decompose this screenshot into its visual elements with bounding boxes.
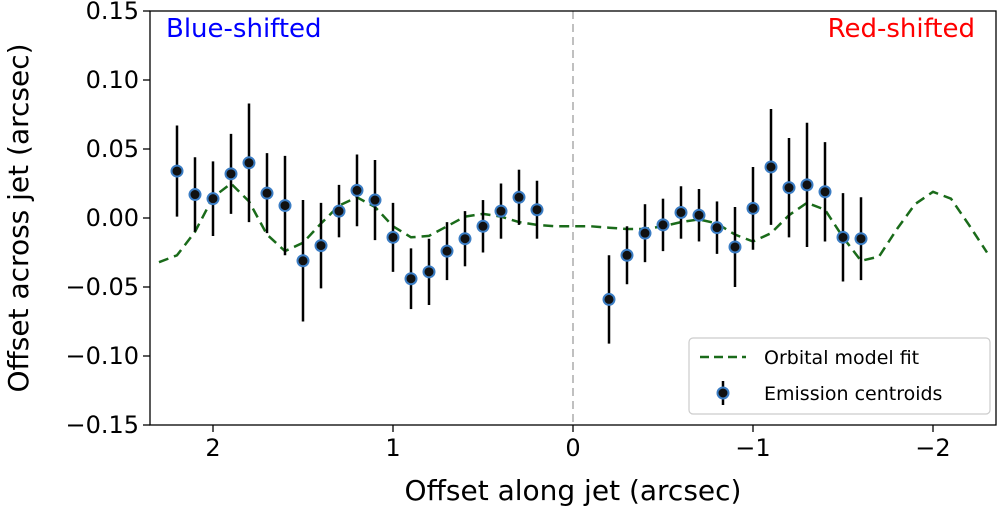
centroid-point-7	[296, 254, 310, 268]
centroid-point-14	[422, 265, 436, 279]
red-shifted-label: Red-shifted	[828, 14, 975, 44]
centroid-point-3	[224, 167, 238, 181]
y-tick-label-2: 0.05	[86, 135, 139, 163]
centroid-point-13	[404, 272, 418, 286]
centroid-point-9	[332, 204, 346, 218]
centroid-point-12	[386, 230, 400, 244]
legend-model-label: Orbital model fit	[764, 347, 919, 369]
centroid-point-4	[242, 156, 256, 170]
x-axis-label: Offset along jet (arcsec)	[405, 474, 742, 507]
centroid-point-26	[692, 208, 706, 222]
y-tick-label-3: 0.00	[86, 204, 139, 232]
y-axis-label: Offset across jet (arcsec)	[2, 43, 35, 392]
centroid-point-0	[170, 164, 184, 178]
centroid-point-5	[260, 186, 274, 200]
legend-box	[688, 337, 991, 415]
centroid-point-11	[368, 193, 382, 207]
legend-centroid-marker	[716, 386, 730, 400]
centroid-point-8	[314, 239, 328, 253]
centroid-point-33	[818, 185, 832, 199]
y-tick-label-1: 0.10	[86, 66, 139, 94]
centroid-point-22	[620, 248, 634, 262]
y-tick-label-6: −0.15	[65, 411, 139, 439]
centroid-point-35	[854, 232, 868, 246]
centroid-point-34	[836, 230, 850, 244]
centroid-point-16	[458, 232, 472, 246]
x-tick-label-4: −2	[915, 434, 950, 462]
y-tick-label-0: 0.15	[86, 0, 139, 25]
orbital-model-fit-line	[158, 182, 989, 264]
centroid-point-25	[674, 205, 688, 219]
centroid-point-29	[746, 201, 760, 215]
centroid-point-21	[602, 292, 616, 306]
x-tick-label-2: 0	[565, 434, 580, 462]
centroid-point-31	[782, 181, 796, 195]
centroid-point-10	[350, 183, 364, 197]
legend-centroid-label: Emission centroids	[764, 383, 942, 405]
blue-shifted-label: Blue-shifted	[166, 14, 322, 44]
legend: Orbital model fit Emission centroids	[688, 337, 991, 415]
centroid-point-15	[440, 244, 454, 258]
centroid-point-23	[638, 226, 652, 240]
y-tick-label-5: −0.10	[65, 342, 139, 370]
centroid-point-28	[728, 240, 742, 254]
centroid-point-32	[800, 178, 814, 192]
centroid-point-30	[764, 160, 778, 174]
x-tick-label-1: 1	[385, 434, 400, 462]
y-tick-label-4: −0.05	[65, 273, 139, 301]
centroid-point-1	[188, 188, 202, 202]
centroid-point-6	[278, 199, 292, 213]
centroid-point-20	[530, 203, 544, 217]
x-tick-label-3: −1	[735, 434, 770, 462]
centroid-point-24	[656, 218, 670, 232]
centroid-point-2	[206, 192, 220, 206]
centroid-point-27	[710, 221, 724, 235]
plot-layer: 0.15 0.10 0.05 0.00 −0.05 −0.10 −0.15 2 1 0 −1 −2	[65, 0, 997, 462]
centroid-point-17	[476, 219, 490, 233]
centroid-point-18	[494, 204, 508, 218]
centroid-point-19	[512, 190, 526, 204]
x-tick-label-0: 2	[205, 434, 220, 462]
